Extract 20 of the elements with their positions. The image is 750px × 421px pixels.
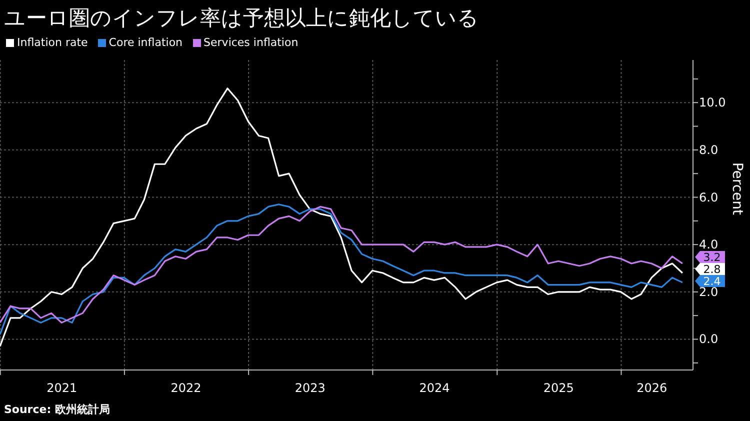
x-tick-label: 2026: [636, 381, 668, 395]
legend-label: Services inflation: [204, 36, 298, 49]
x-tick-label: 2023: [294, 381, 326, 395]
x-tick-label: 2024: [419, 381, 450, 395]
y-tick-label: 4.0: [699, 238, 718, 252]
y-tick-label: 0.0: [699, 332, 718, 346]
y-tick-label: 6.0: [699, 190, 718, 204]
data-label: 3.2: [703, 250, 721, 264]
legend-label: Inflation rate: [17, 36, 88, 49]
data-label: 2.8: [703, 262, 721, 276]
x-tick-label: 2021: [46, 381, 78, 395]
chart-title: ユーロ圏のインフレ率は予想以上に鈍化している: [4, 5, 479, 32]
y-axis-title: Percent: [729, 162, 746, 216]
legend-label: Core inflation: [108, 36, 183, 49]
x-tick-label: 2025: [543, 381, 574, 395]
y-tick-label: 10.0: [699, 96, 726, 110]
source-note: Source: 欧州統計局: [4, 402, 110, 417]
x-tick-label: 2022: [170, 381, 202, 395]
line-series: [0, 88, 684, 348]
y-tick-label: 8.0: [699, 142, 718, 157]
